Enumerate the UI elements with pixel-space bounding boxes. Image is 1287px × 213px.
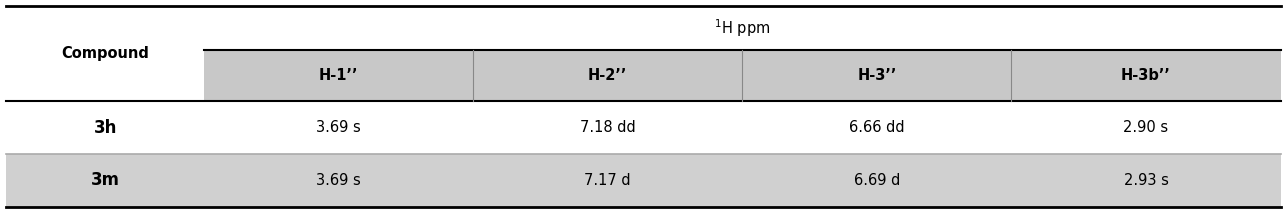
- Text: 3m: 3m: [90, 171, 120, 189]
- Text: 6.69 d: 6.69 d: [853, 173, 900, 188]
- Text: 6.66 dd: 6.66 dd: [849, 120, 905, 135]
- Text: H-1’’: H-1’’: [319, 68, 358, 83]
- Text: 3.69 s: 3.69 s: [317, 120, 360, 135]
- Text: H-3’’: H-3’’: [857, 68, 897, 83]
- Text: Compound: Compound: [62, 46, 149, 61]
- Text: 7.18 dd: 7.18 dd: [579, 120, 636, 135]
- Text: 7.17 d: 7.17 d: [584, 173, 631, 188]
- Text: H-3b’’: H-3b’’: [1121, 68, 1171, 83]
- Text: 2.93 s: 2.93 s: [1124, 173, 1169, 188]
- Text: $^{1}$H ppm: $^{1}$H ppm: [714, 17, 771, 39]
- Text: 2.90 s: 2.90 s: [1124, 120, 1169, 135]
- Text: H-2’’: H-2’’: [588, 68, 627, 83]
- Text: 3.69 s: 3.69 s: [317, 173, 360, 188]
- Text: 3h: 3h: [94, 119, 117, 137]
